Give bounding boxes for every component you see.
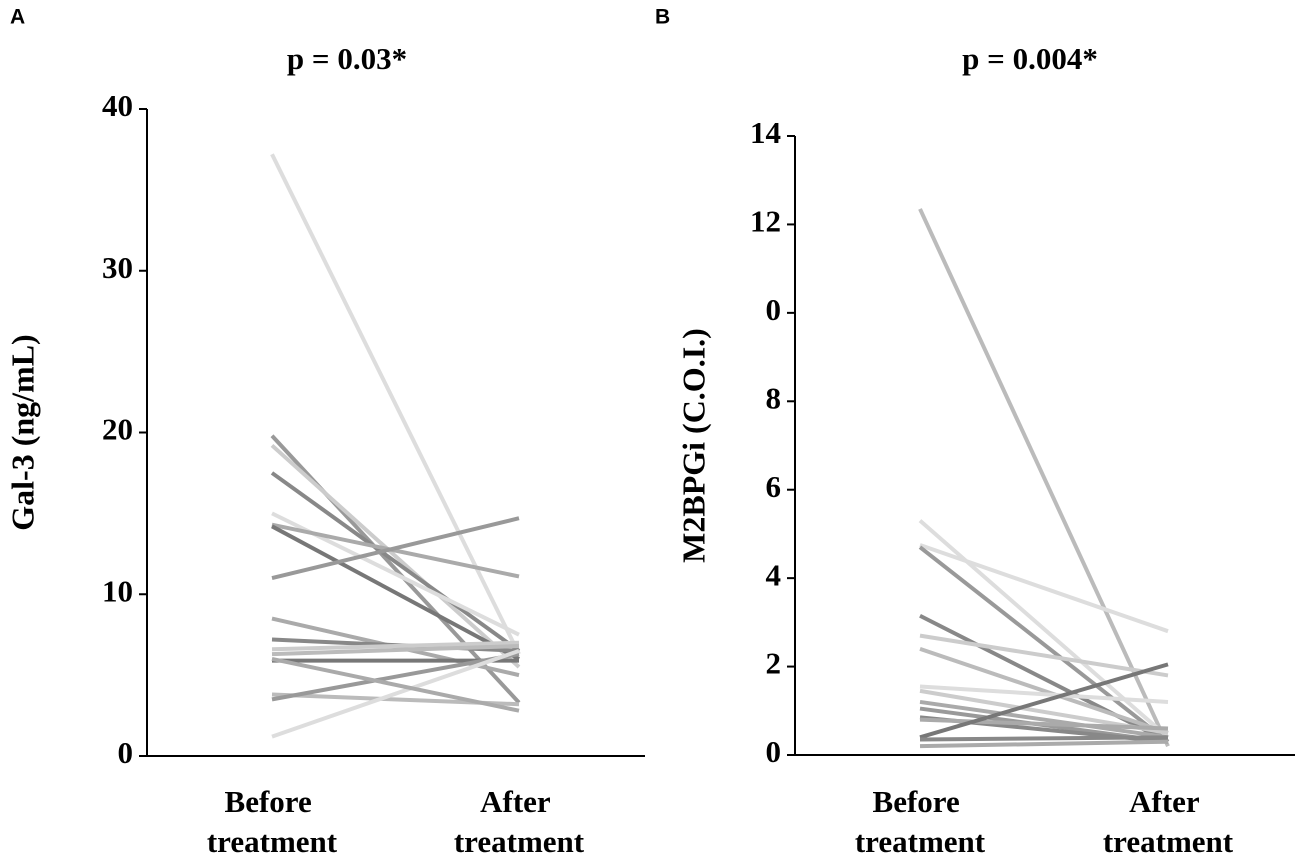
y-axis-label: Gal-3 (ng/mL) — [4, 334, 40, 530]
paired-line — [271, 522, 520, 579]
y-tick-label: 4 — [766, 557, 782, 592]
y-tick-label: 12 — [750, 204, 781, 239]
y-tick-label: 0 — [766, 292, 782, 327]
paired-line — [919, 684, 1169, 704]
y-tick-label: 20 — [102, 412, 133, 447]
paired-line — [271, 524, 520, 661]
y-tick-label: 2 — [766, 646, 782, 681]
paired-line — [919, 717, 1169, 731]
paired-line — [919, 739, 1169, 749]
x-tick-label: Before treatment — [207, 784, 338, 859]
paired-line — [271, 640, 520, 652]
paired-line — [918, 208, 1170, 747]
panel-label: A — [10, 6, 25, 29]
paired-line — [270, 153, 521, 655]
x-tick-label: Before treatment — [855, 784, 986, 859]
chart-title: p = 0.004* — [962, 41, 1098, 76]
panel-label: B — [655, 6, 670, 29]
y-tick-label: 40 — [102, 88, 133, 123]
y-tick-label: 10 — [102, 573, 133, 608]
y-tick-label: 30 — [102, 250, 133, 285]
paired-line — [271, 516, 520, 581]
chart-title: p = 0.03* — [287, 41, 407, 76]
paired-line — [271, 652, 520, 702]
paired-line — [919, 735, 1169, 742]
y-tick-label: 14 — [750, 115, 781, 150]
paired-line — [919, 646, 1169, 735]
paired-line — [270, 443, 521, 669]
x-tick-label: After treatment — [1103, 784, 1234, 859]
paired-line — [271, 656, 520, 713]
y-axis-label: M2BPGi (C.O.I.) — [675, 328, 711, 563]
paired-line — [919, 543, 1169, 634]
y-tick-label: 6 — [766, 469, 782, 504]
y-tick-label: 0 — [766, 734, 782, 769]
paired-line — [270, 471, 521, 653]
paired-line — [918, 545, 1170, 744]
paired-line — [919, 662, 1169, 740]
y-tick-label: 8 — [766, 380, 782, 415]
y-tick-label: 0 — [118, 735, 134, 770]
paired-line — [918, 519, 1170, 739]
paired-line — [271, 644, 520, 657]
x-tick-label: After treatment — [454, 784, 585, 859]
paired-line — [271, 648, 520, 739]
paired-line — [919, 699, 1169, 740]
paired-line — [919, 633, 1169, 678]
